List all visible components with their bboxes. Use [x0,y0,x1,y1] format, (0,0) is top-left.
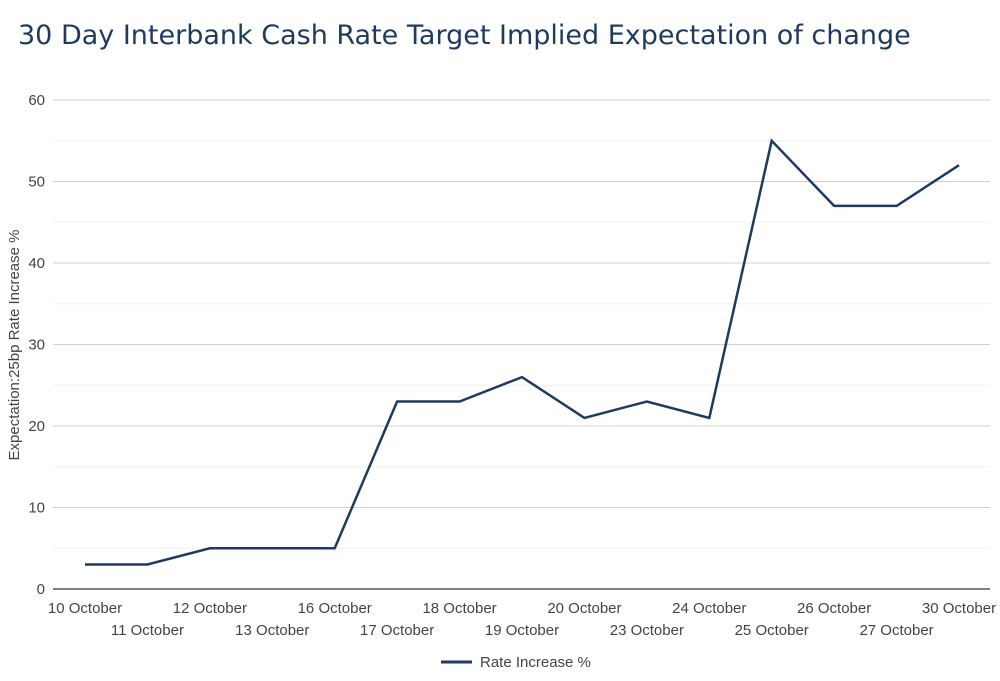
x-tick-label: 27 October [859,622,933,639]
legend[interactable]: Rate Increase % [441,654,591,671]
x-tick-label: 13 October [235,622,309,639]
y-tick-label: 10 [28,500,45,517]
y-tick-label: 20 [28,418,45,435]
x-tick-label: 20 October [547,600,621,617]
x-tick-label: 19 October [485,622,559,639]
x-tick-label: 26 October [797,600,871,617]
x-tick-label: 12 October [173,600,247,617]
x-tick-label: 11 October [111,622,184,639]
y-tick-label: 0 [37,581,45,598]
y-tick-label: 30 [28,337,45,354]
y-tick-label: 50 [28,174,45,191]
x-tick-label: 10 October [48,600,122,617]
gridlines [53,99,990,590]
x-tick-label: 24 October [672,600,746,617]
series-line[interactable] [85,138,960,566]
x-tick-label: 30 October [922,600,996,617]
y-tick-label: 40 [28,255,45,272]
x-axis-ticks: 10 October 11 October 12 October 13 October… [48,600,996,639]
y-axis-label: Expectation:25bp Rate Increase % [6,230,23,461]
x-tick-label: 25 October [735,622,809,639]
x-tick-label: 17 October [360,622,434,639]
series-layer [85,138,960,566]
chart-title: 30 Day Interbank Cash Rate Target Implie… [18,20,911,51]
y-tick-label: 60 [28,92,45,109]
x-tick-label: 23 October [610,622,684,639]
x-tick-label: 18 October [422,600,496,617]
legend-label: Rate Increase % [480,654,591,671]
x-tick-label: 16 October [298,600,372,617]
y-axis-ticks: 0 10 20 30 40 50 60 [28,92,45,598]
